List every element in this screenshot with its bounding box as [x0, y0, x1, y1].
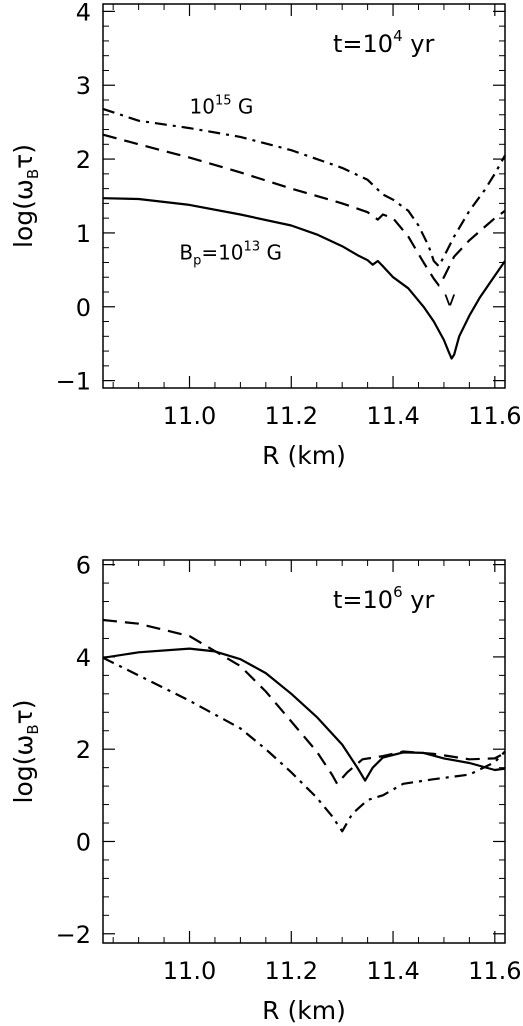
bottom-ytick-label: 6	[76, 552, 91, 580]
top-ytick-label: 4	[76, 0, 91, 26]
bottom-plot-frame	[102, 559, 506, 944]
top-plot-frame	[102, 3, 506, 389]
bottom-ytick-label: 0	[76, 828, 91, 856]
top-xtick-label: 11.6	[468, 402, 521, 430]
bottom-xtick-label: 11.6	[468, 957, 521, 985]
bottom-ytick-label: −2	[56, 921, 91, 949]
bottom-time-annotation: t=106 yr	[333, 583, 434, 614]
top-time-annotation: t=104 yr	[333, 27, 434, 58]
top-ytick-label: 0	[76, 294, 91, 322]
top-xtick-label: 11.0	[163, 402, 216, 430]
top-series-dashdot-line	[102, 107, 506, 268]
top-xtick-label: 11.2	[265, 402, 318, 430]
top-curve-label-2: v	[444, 286, 456, 310]
top-curve-label-1: Bp=1013 G	[179, 240, 282, 269]
bottom-ytick-label: 2	[76, 736, 91, 764]
panel-bottom: −2 0 2 4 6 11.0 11.2 11.4 11.6 R (km) log(ωBτ) t=10…	[9, 552, 522, 1025]
bottom-xtick-label: 11.4	[366, 957, 419, 985]
bottom-series-dashdot-line	[102, 656, 506, 833]
top-curve-label-0: 1015 G	[190, 93, 254, 118]
top-y-axis-title: log(ωBτ)	[9, 144, 42, 248]
bottom-xtick-label: 11.2	[265, 957, 318, 985]
bottom-series-dash-line	[102, 618, 506, 785]
top-series-solid-line	[102, 197, 506, 360]
bottom-xtick-label: 11.0	[163, 957, 216, 985]
top-ytick-label: 2	[76, 146, 91, 174]
bottom-ytick-label: 4	[76, 644, 91, 672]
bottom-series-solid-line	[102, 647, 506, 782]
bottom-x-axis-title: R (km)	[262, 996, 346, 1025]
top-ytick-label: 1	[76, 220, 91, 248]
top-ytick-label: 3	[76, 72, 91, 100]
top-xtick-label: 11.4	[366, 402, 419, 430]
top-x-axis-title: R (km)	[262, 441, 346, 470]
top-ytick-label: −1	[56, 368, 91, 396]
top-series-dash-line	[102, 133, 506, 287]
bottom-y-axis-title: log(ωBτ)	[9, 700, 42, 804]
panel-top: −1 0 1 2 3 4 11.0 11.2 11.4 11.6 R (km) log(ωBτ) t=1…	[9, 0, 522, 470]
